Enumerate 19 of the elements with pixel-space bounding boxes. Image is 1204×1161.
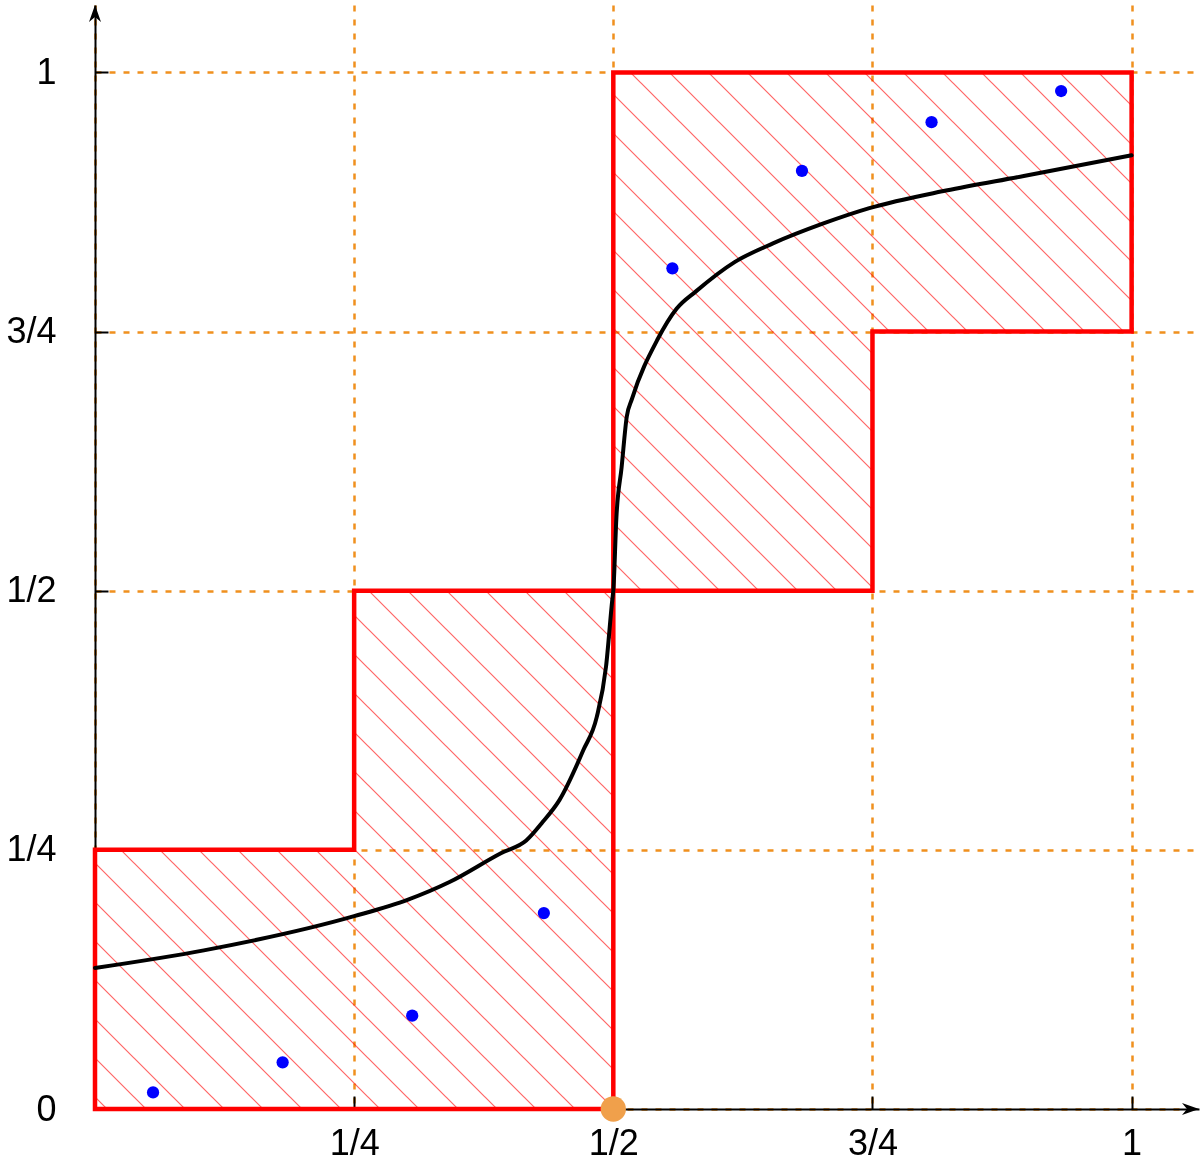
point [276,1056,289,1069]
y-tick-label: 1/2 [6,569,57,611]
point [925,116,938,129]
x-tick-label: 1/2 [588,1121,639,1161]
point [1055,84,1068,98]
y-tick-label: 0 [36,1087,57,1129]
y-tick-label: 1/4 [6,828,57,870]
y-tick-label: 1 [36,50,57,92]
point [146,1086,160,1099]
point [600,1096,626,1122]
point [406,1009,419,1022]
point [537,906,550,920]
point [666,262,679,275]
x-tick-label: 3/4 [847,1121,898,1161]
x-tick-label: 1 [1122,1121,1143,1161]
line-series [93,153,1134,971]
point [795,164,809,177]
y-tick-label: 3/4 [6,310,57,352]
x-tick-label: 1/4 [329,1121,380,1161]
